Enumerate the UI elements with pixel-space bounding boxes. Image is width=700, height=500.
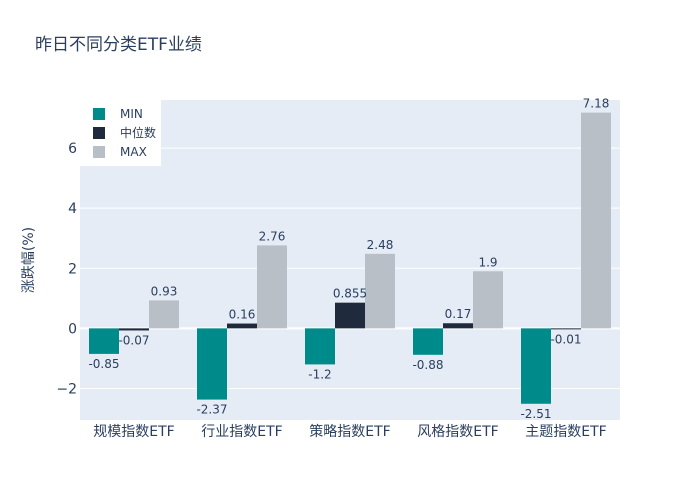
legend-label[interactable]: MIN <box>120 107 143 121</box>
legend-swatch[interactable] <box>93 108 105 120</box>
bar-value-label: 7.18 <box>583 97 610 111</box>
bar[interactable] <box>257 245 287 329</box>
bar[interactable] <box>443 323 473 329</box>
bar-value-label: -2.37 <box>196 403 227 417</box>
bar[interactable] <box>149 300 179 329</box>
bar[interactable] <box>473 271 503 329</box>
bar-value-label: -0.01 <box>550 332 581 346</box>
y-tick-label: 0 <box>68 321 77 337</box>
bar[interactable] <box>551 328 581 330</box>
bar-value-label: -0.07 <box>118 333 149 347</box>
bar-value-label: 0.93 <box>151 284 178 298</box>
bar-value-label: -0.85 <box>88 357 119 371</box>
legend[interactable]: MIN 中位数 MAX <box>80 100 161 166</box>
bar-value-label: -1.2 <box>308 367 331 381</box>
y-tick-label: 2 <box>68 261 77 277</box>
x-axis-ticks: 规模指数ETF 行业指数ETF 策略指数ETF 风格指数ETF 主题指数ETF <box>93 423 606 440</box>
bar-value-label: 0.17 <box>445 307 472 321</box>
x-tick-label: 行业指数ETF <box>201 424 282 440</box>
bar[interactable] <box>413 328 443 355</box>
y-axis-ticks: −2 0 2 4 6 <box>56 141 77 397</box>
bar[interactable] <box>119 328 149 331</box>
bar[interactable] <box>305 328 335 365</box>
bar[interactable] <box>335 302 365 329</box>
x-tick-label: 风格指数ETF <box>417 424 498 440</box>
bar[interactable] <box>365 253 395 329</box>
legend-swatch[interactable] <box>93 146 105 158</box>
y-tick-label: −2 <box>56 381 77 397</box>
bar[interactable] <box>89 328 119 354</box>
x-tick-label: 规模指数ETF <box>93 424 174 440</box>
bar-labels: -0.85 -0.07 0.93 -2.37 0.16 2.76 -1.2 0.855 2.48… <box>88 97 609 421</box>
bar[interactable] <box>197 328 227 400</box>
bar-value-label: 1.9 <box>478 255 497 269</box>
bar-value-label: 2.48 <box>367 238 394 252</box>
bar[interactable] <box>227 323 257 329</box>
y-tick-label: 6 <box>68 141 77 157</box>
bar-value-label: 2.76 <box>259 229 286 243</box>
legend-swatch[interactable] <box>93 127 105 139</box>
bars <box>89 112 611 404</box>
x-tick-label: 主题指数ETF <box>525 424 606 440</box>
bar-value-label: 0.16 <box>229 308 256 322</box>
legend-label[interactable]: 中位数 <box>120 125 156 140</box>
bar[interactable] <box>521 328 551 404</box>
bar-value-label: 0.855 <box>333 287 367 301</box>
bar-value-label: -2.51 <box>520 407 551 421</box>
chart-title: 昨日不同分类ETF业绩 <box>35 35 202 55</box>
bar-value-label: -0.88 <box>412 358 443 372</box>
legend-label[interactable]: MAX <box>120 145 147 159</box>
bar[interactable] <box>581 112 611 329</box>
x-tick-label: 策略指数ETF <box>309 423 390 440</box>
y-tick-label: 4 <box>68 201 77 217</box>
y-axis-title: 涨跌幅(%) <box>21 227 37 293</box>
